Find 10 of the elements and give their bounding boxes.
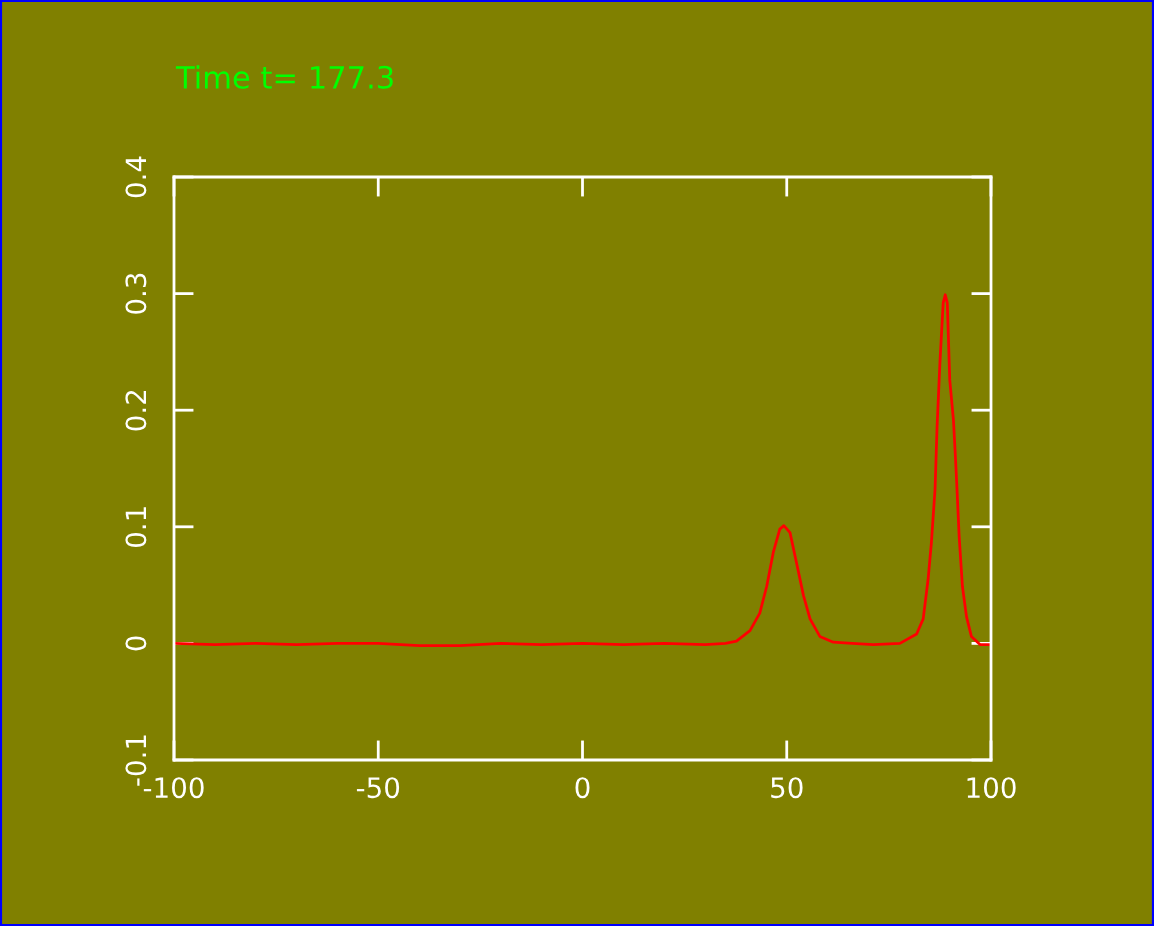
y-tick-label: 0.1 xyxy=(125,507,147,548)
x-tick-label: 0 xyxy=(575,777,590,799)
x-tick-label: -50 xyxy=(356,777,400,799)
x-tick-label: 100 xyxy=(967,777,1016,799)
y-tick-label: 0 xyxy=(125,636,147,651)
y-tick-label: 0.3 xyxy=(125,273,147,314)
y-tick-label: 0.4 xyxy=(125,156,147,198)
x-tick-label: 50 xyxy=(771,777,803,799)
chart-title: Time t= 177.3 xyxy=(175,65,393,89)
y-tick-label: 0.2 xyxy=(125,390,147,431)
